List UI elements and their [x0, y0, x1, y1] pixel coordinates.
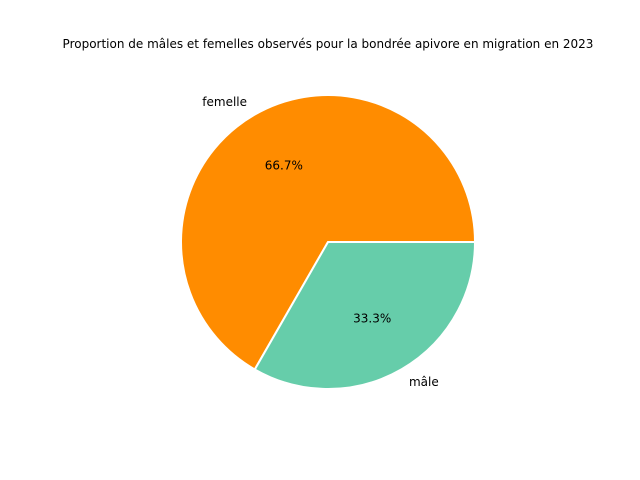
pie-labels: femelle 66.7% mâle 33.3% [202, 95, 438, 389]
chart-title: Proportion de mâles et femelles observés… [63, 37, 594, 51]
slice-category-label: mâle [409, 375, 439, 389]
pie-slices [180, 94, 476, 390]
pie-slice-femelle [180, 94, 476, 371]
slice-percent-label: 33.3% [353, 311, 391, 325]
slice-percent-label: 66.7% [265, 159, 303, 173]
slice-category-label: femelle [202, 95, 247, 109]
pie-slice-male [253, 241, 476, 390]
